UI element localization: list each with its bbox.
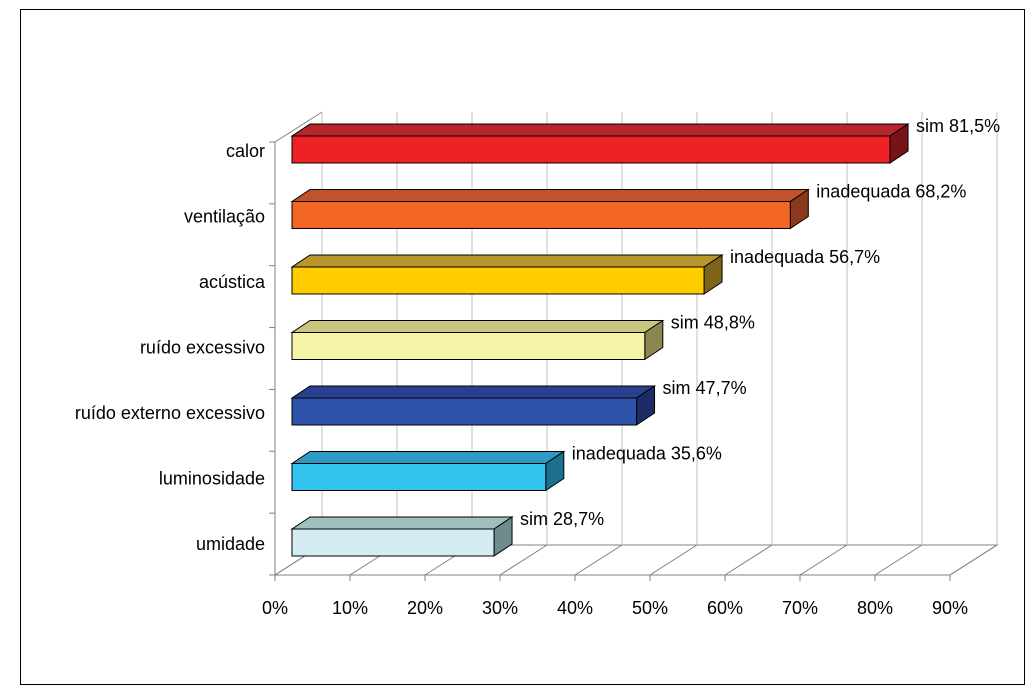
data-label: inadequada 35,6% <box>572 444 722 464</box>
bar <box>290 385 657 426</box>
bar <box>290 450 566 492</box>
x-tick-label: 40% <box>557 598 593 618</box>
floor-gridline <box>874 544 923 576</box>
bar-top <box>290 123 910 137</box>
x-tick-label: 10% <box>332 598 368 618</box>
bar <box>290 319 665 361</box>
bar-top <box>290 451 566 464</box>
category-label: umidade <box>196 534 265 554</box>
category-label: luminosidade <box>159 469 265 489</box>
bar <box>290 516 514 557</box>
bar-front <box>291 201 791 229</box>
floor-gridline <box>649 544 698 576</box>
bar <box>290 123 910 164</box>
bar-top <box>290 320 665 333</box>
bar-front <box>291 266 705 295</box>
x-tick-label: 60% <box>707 598 743 618</box>
bar <box>290 188 810 230</box>
floor-gridline <box>574 544 623 576</box>
x-tick-label: 90% <box>932 598 968 618</box>
bar <box>290 254 724 295</box>
x-tick-labels: 0% 10% 20% 30% 40% 50% 60% 70% 80% 90% <box>262 598 968 618</box>
bar-top <box>290 385 657 399</box>
bar-front <box>291 135 891 164</box>
x-tick-label: 30% <box>482 598 518 618</box>
bar-front <box>291 332 646 360</box>
floor-gridline <box>499 544 548 576</box>
data-label: inadequada 68,2% <box>816 182 966 202</box>
category-label: ventilação <box>184 207 265 227</box>
data-label: sim 48,8% <box>671 313 755 333</box>
category-label: calor <box>226 141 265 161</box>
data-label: sim 81,5% <box>916 116 1000 136</box>
x-tick-label: 80% <box>857 598 893 618</box>
category-label: ruído excessivo <box>140 338 265 358</box>
bars <box>290 123 910 557</box>
category-label: ruído externo excessivo <box>75 403 265 423</box>
x-tick-label: 70% <box>782 598 818 618</box>
data-labels: sim 81,5% inadequada 68,2% inadequada 56,7… <box>520 116 1000 529</box>
bar-front <box>291 528 495 557</box>
floor-gridline <box>724 544 773 576</box>
x-tick-label: 20% <box>407 598 443 618</box>
bar-top <box>290 516 514 530</box>
x-tick-label: 0% <box>262 598 288 618</box>
category-label: acústica <box>199 272 266 292</box>
bar-front <box>291 463 547 491</box>
category-labels: calor ventilação acústica ruído excessivo ru… <box>75 141 266 554</box>
x-tick-label: 50% <box>632 598 668 618</box>
bar-top <box>290 189 810 202</box>
data-label: inadequada 56,7% <box>730 247 880 267</box>
data-label: sim 28,7% <box>520 509 604 529</box>
bar-top <box>290 254 724 268</box>
bar-front <box>291 397 638 426</box>
data-label: sim 47,7% <box>663 378 747 398</box>
floor-gridline <box>799 544 848 576</box>
floor-gridline <box>949 544 998 576</box>
